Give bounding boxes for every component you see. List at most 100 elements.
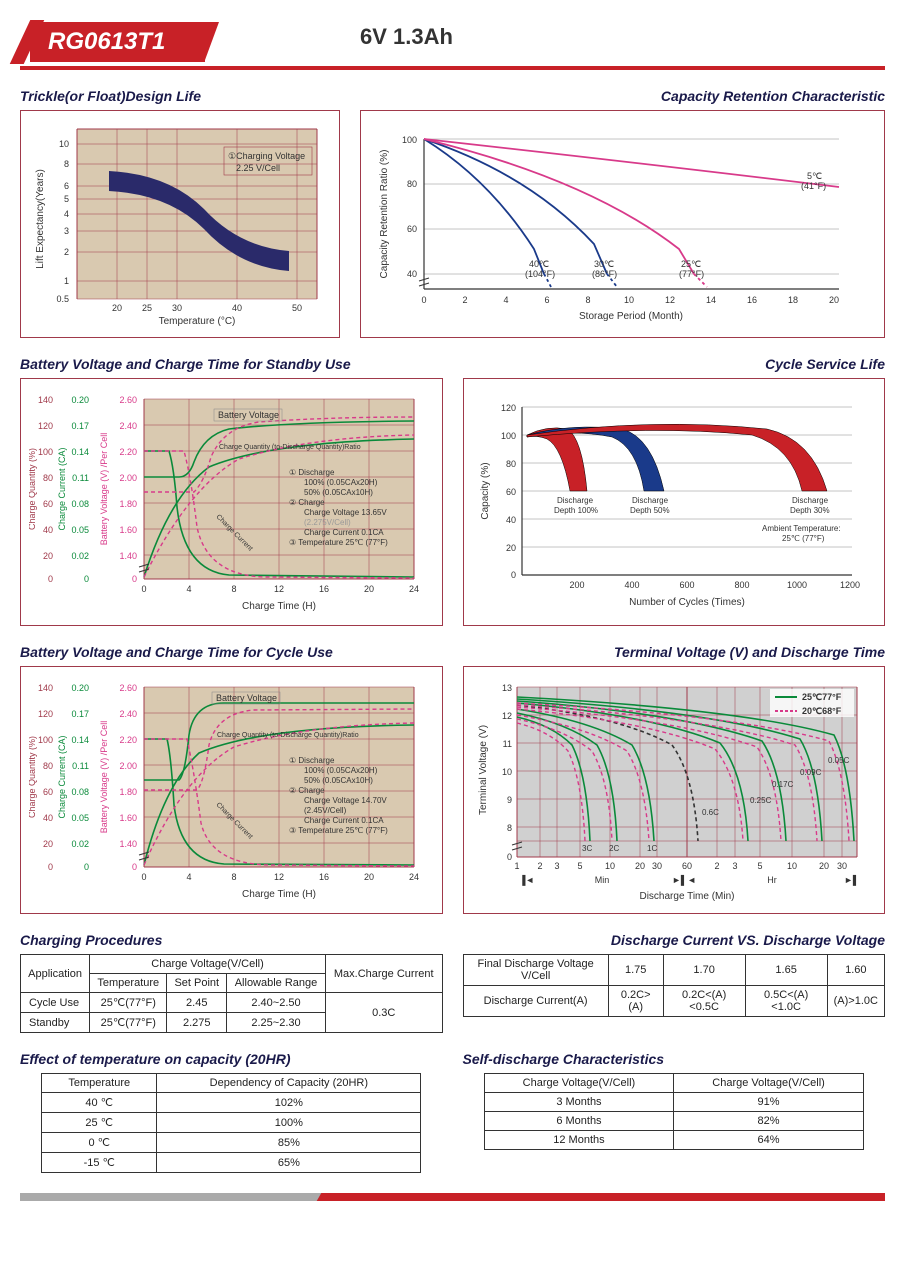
svg-text:1.40: 1.40	[119, 551, 137, 561]
st-r2v: 64%	[674, 1131, 864, 1150]
svg-text:18: 18	[788, 295, 798, 305]
charging-title: Charging Procedures	[20, 932, 443, 948]
svg-text:1: 1	[514, 861, 519, 871]
st-r1v: 82%	[674, 1112, 864, 1131]
chart4-l1a: Discharge	[557, 496, 594, 505]
svg-text:8: 8	[506, 823, 511, 833]
header: RG0613T1 6V 1.3Ah	[20, 20, 885, 64]
svg-text:16: 16	[319, 584, 329, 594]
svg-text:0.08: 0.08	[71, 499, 89, 509]
temp-table: Temperature Dependency of Capacity (20HR…	[41, 1073, 421, 1173]
chart3-xlabel: Charge Time (H)	[242, 601, 316, 612]
svg-text:6: 6	[544, 295, 549, 305]
svg-text:0.11: 0.11	[72, 473, 89, 483]
svg-text:0.05: 0.05	[71, 525, 89, 535]
st-r0m: 3 Months	[484, 1093, 674, 1112]
tt-r0t: 40 ℃	[42, 1093, 157, 1113]
panel-temp-table: Effect of temperature on capacity (20HR)…	[20, 1051, 443, 1173]
svg-text:8: 8	[585, 295, 590, 305]
tt-h2: Dependency of Capacity (20HR)	[157, 1074, 421, 1093]
chart5-title: Battery Voltage and Charge Time for Cycl…	[20, 644, 443, 660]
svg-text:80: 80	[505, 459, 515, 469]
svg-text:2: 2	[462, 295, 467, 305]
chart2-svg: 40℃ (104°F) 30℃ (86°F) 25℃ (77°F) 5℃ (41…	[369, 119, 859, 329]
chart6-xticks: 1 2 3 5 10 20 30 60 2 3 5 10 20 30	[514, 861, 847, 871]
th-range: Allowable Range	[227, 974, 326, 993]
svg-text:60: 60	[43, 787, 53, 797]
chart6-xlabel: Discharge Time (Min)	[639, 891, 734, 902]
svg-text:16: 16	[319, 872, 329, 882]
chart5-box: Battery Voltage Charge Quantity (to-Disc…	[20, 666, 443, 914]
chart1-svg: ①Charging Voltage 2.25 V/Cell 0.5 1 2 3 …	[29, 119, 329, 329]
svg-text:2.20: 2.20	[119, 447, 137, 457]
svg-text:0: 0	[132, 574, 137, 584]
svg-text:5: 5	[577, 861, 582, 871]
svg-text:80: 80	[43, 761, 53, 771]
svg-text:50% (0.05CAx10H): 50% (0.05CAx10H)	[304, 488, 373, 497]
dt-v0: 1.75	[608, 955, 663, 986]
chart5-y3: 2.60 2.40 2.20 2.00 1.80 1.60 1.40 0	[119, 683, 137, 872]
th-cv: Charge Voltage(V/Cell)	[90, 955, 326, 974]
chart2-25c	[424, 139, 694, 274]
svg-text:1.40: 1.40	[119, 839, 137, 849]
ct-r0-range: 2.40~2.50	[227, 993, 326, 1013]
svg-text:10: 10	[501, 767, 511, 777]
charging-table: Application Charge Voltage(V/Cell) Max.C…	[20, 954, 443, 1033]
svg-text:40: 40	[43, 525, 53, 535]
chart6-min-arrow-r: ►▌◄	[672, 874, 696, 886]
chart1-ylabel: Lift Expectancy(Years)	[35, 169, 46, 269]
svg-text:② Charge: ② Charge	[289, 498, 325, 507]
svg-text:20: 20	[829, 295, 839, 305]
chart1-yt7: 8	[64, 159, 69, 169]
chart4-box: Discharge Depth 100% Discharge Depth 50%…	[463, 378, 886, 626]
chart4-svg: Discharge Depth 100% Discharge Depth 50%…	[472, 387, 872, 617]
svg-text:2.20: 2.20	[119, 735, 137, 745]
svg-text:800: 800	[734, 580, 749, 590]
chart5-y1label: Charge Quantity (%)	[29, 736, 37, 818]
svg-text:0.05C: 0.05C	[828, 756, 850, 765]
ct-r0-app: Cycle Use	[21, 993, 90, 1013]
svg-text:1C: 1C	[647, 844, 657, 853]
self-title: Self-discharge Characteristics	[463, 1051, 886, 1067]
svg-text:2.60: 2.60	[119, 683, 137, 693]
svg-text:0.05: 0.05	[71, 813, 89, 823]
svg-text:20: 20	[43, 551, 53, 561]
th-max: Max.Charge Current	[325, 955, 442, 993]
svg-text:60: 60	[505, 487, 515, 497]
svg-text:2: 2	[537, 861, 542, 871]
svg-text:2.00: 2.00	[119, 761, 137, 771]
chart3-y1: 140 120 100 80 60 40 20 0	[38, 395, 53, 584]
svg-text:9: 9	[506, 795, 511, 805]
svg-text:20: 20	[364, 872, 374, 882]
chart3-y3label: Battery Voltage (V) /Per Cell	[99, 433, 109, 546]
dt-v1: 1.70	[663, 955, 745, 986]
chart4-xlabel: Number of Cycles (Times)	[629, 597, 745, 608]
svg-text:0.11: 0.11	[72, 761, 89, 771]
svg-text:100: 100	[38, 735, 53, 745]
svg-text:80: 80	[43, 473, 53, 483]
chart4-l2a: Discharge	[632, 496, 669, 505]
chart2-l30a: 30℃	[594, 259, 614, 269]
svg-text:① Discharge: ① Discharge	[289, 468, 335, 477]
svg-text:20: 20	[364, 584, 374, 594]
svg-text:Charge Voltage 14.70V: Charge Voltage 14.70V	[304, 796, 387, 805]
svg-text:1000: 1000	[786, 580, 806, 590]
chart5-xticks: 0 4 8 12 16 20 24	[141, 872, 419, 882]
self-table: Charge Voltage(V/Cell) Charge Voltage(V/…	[484, 1073, 864, 1150]
chart2-l30b: (86°F)	[592, 269, 617, 279]
st-r1m: 6 Months	[484, 1112, 674, 1131]
chart5-notes: ① Discharge 100% (0.05CAx20H) 50% (0.05C…	[289, 756, 388, 835]
ct-r1-temp: 25℃(77°F)	[90, 1013, 167, 1033]
chart2-l25b: (77°F)	[679, 269, 704, 279]
svg-text:2: 2	[714, 861, 719, 871]
chart2-box: 40℃ (104°F) 30℃ (86°F) 25℃ (77°F) 5℃ (41…	[360, 110, 885, 338]
chart6-title: Terminal Voltage (V) and Discharge Time	[463, 644, 886, 660]
svg-text:2.40: 2.40	[119, 421, 137, 431]
svg-text:100% (0.05CAx20H): 100% (0.05CAx20H)	[304, 766, 378, 775]
chart1-yt6: 6	[64, 181, 69, 191]
svg-text:8: 8	[231, 584, 236, 594]
svg-text:3: 3	[554, 861, 559, 871]
chart2-l40a: 40℃	[529, 259, 549, 269]
model-number: RG0613T1	[30, 22, 205, 62]
footer-bar	[20, 1193, 885, 1201]
